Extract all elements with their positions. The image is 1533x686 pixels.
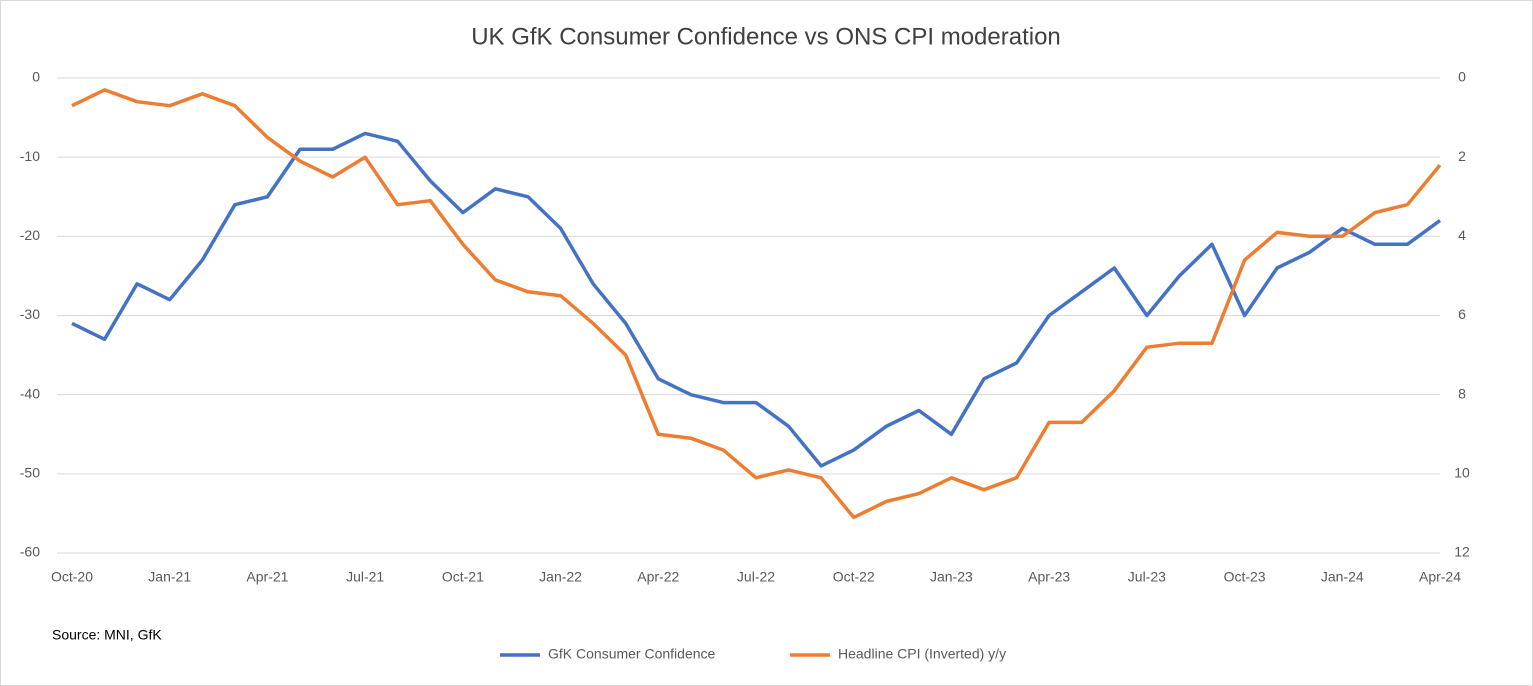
- x-tick-label: Oct-23: [1224, 569, 1266, 585]
- y-tick-label: -50: [20, 465, 40, 481]
- y-tick-label: -60: [20, 544, 40, 560]
- x-tick-label: Apr-22: [637, 569, 679, 585]
- x-tick-label: Jul-23: [1128, 569, 1166, 585]
- x-tick-label: Jan-23: [930, 569, 973, 585]
- chart-title: UK GfK Consumer Confidence vs ONS CPI mo…: [471, 23, 1061, 50]
- y2-tick-label: 4: [1458, 227, 1466, 243]
- x-tick-label: Jan-22: [539, 569, 582, 585]
- x-tick-label: Jan-21: [148, 569, 191, 585]
- y-tick-label: -40: [20, 385, 40, 401]
- x-tick-label: Jan-24: [1321, 569, 1364, 585]
- y2-tick-label: 6: [1458, 306, 1466, 322]
- y-tick-label: 0: [32, 69, 40, 85]
- x-tick-label: Oct-20: [51, 569, 93, 585]
- series-line: [71, 88, 1442, 520]
- x-tick-label: Apr-21: [246, 569, 288, 585]
- y-tick-label: -10: [20, 148, 40, 164]
- y2-tick-label: 0: [1458, 69, 1466, 85]
- x-tick-label: Oct-22: [833, 569, 875, 585]
- x-tick-label: Oct-21: [442, 569, 484, 585]
- source-note: Source: MNI, GfK: [52, 627, 162, 643]
- series-line: [71, 131, 1442, 468]
- x-tick-label: Jul-21: [346, 569, 384, 585]
- y2-tick-label: 12: [1454, 544, 1470, 560]
- y-tick-label: -30: [20, 306, 40, 322]
- legend-label: GfK Consumer Confidence: [548, 646, 716, 662]
- y-tick-label: -20: [20, 227, 40, 243]
- legend-label: Headline CPI (Inverted) y/y: [838, 646, 1006, 662]
- x-tick-label: Apr-24: [1419, 569, 1461, 585]
- y2-tick-label: 10: [1454, 465, 1470, 481]
- x-tick-label: Jul-22: [737, 569, 775, 585]
- y2-tick-label: 8: [1458, 385, 1466, 401]
- x-tick-label: Apr-23: [1028, 569, 1070, 585]
- y2-tick-label: 2: [1458, 148, 1466, 164]
